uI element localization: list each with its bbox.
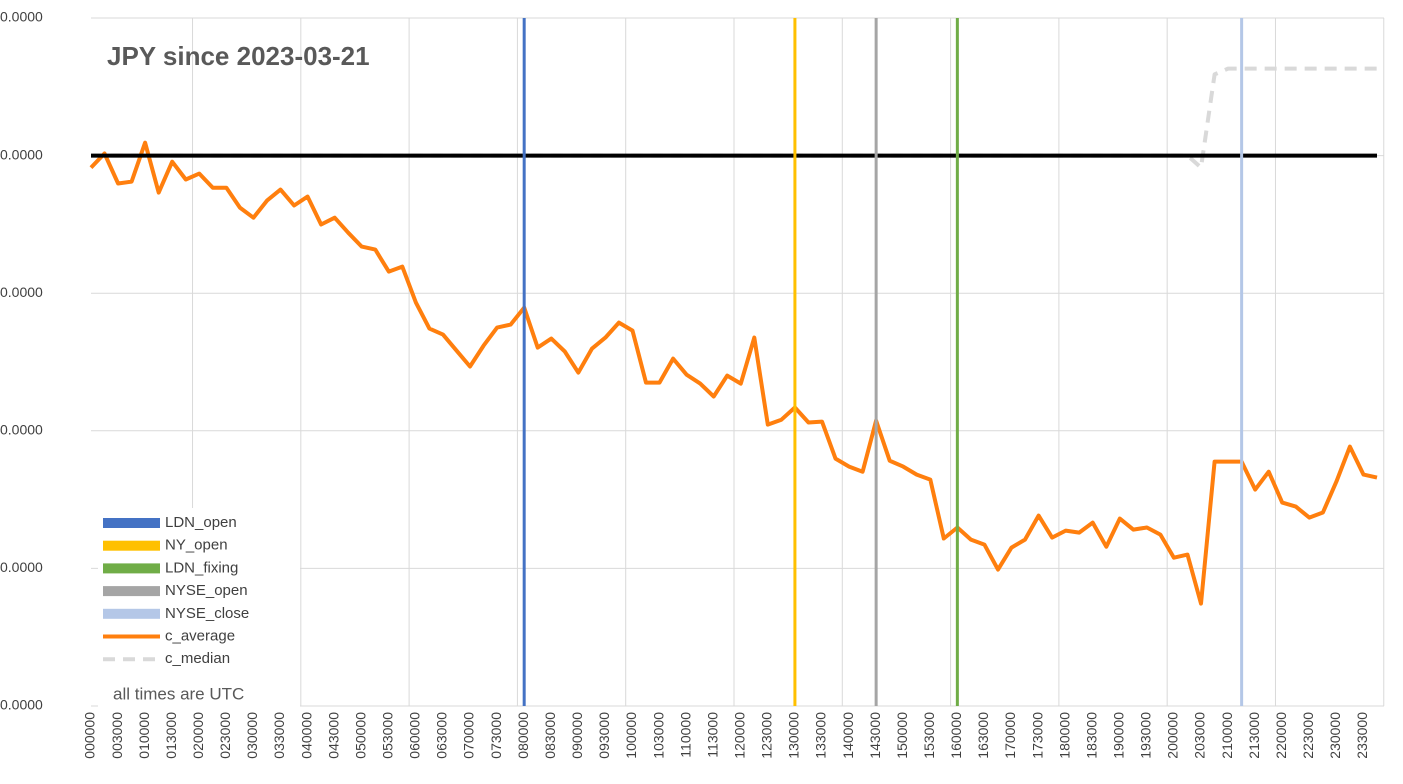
x-tick-label: 023000 <box>217 712 233 759</box>
x-tick-label: 170000 <box>1002 712 1018 759</box>
x-tick-label: 000000 <box>82 712 98 759</box>
x-tick-label: 153000 <box>921 712 937 759</box>
x-tick-label: 203000 <box>1192 712 1208 759</box>
x-tick-label: 070000 <box>461 712 477 759</box>
y-tick-label: 0.0000 <box>0 284 43 300</box>
x-tick-label: 123000 <box>759 712 775 759</box>
x-tick-label: 030000 <box>244 712 260 759</box>
x-tick-label: 110000 <box>677 712 693 758</box>
x-tick-label: 060000 <box>407 712 423 759</box>
x-tick-label: 050000 <box>352 712 368 759</box>
x-tick-label: 210000 <box>1219 712 1235 759</box>
x-tick-label: 223000 <box>1300 712 1316 759</box>
x-tick-label: 173000 <box>1029 712 1045 759</box>
x-tick-label: 163000 <box>975 712 991 759</box>
legend-swatch <box>103 540 160 551</box>
legend-swatch <box>103 563 160 574</box>
x-tick-label: 093000 <box>596 712 612 759</box>
legend-label: LDN_fixing <box>165 559 238 576</box>
x-tick-label: 083000 <box>542 712 558 759</box>
x-tick-label: 200000 <box>1165 712 1181 759</box>
x-tick-label: 143000 <box>867 712 883 759</box>
x-tick-label: 090000 <box>569 712 585 759</box>
x-tick-label: 113000 <box>704 712 720 758</box>
x-tick-label: 043000 <box>325 712 341 759</box>
x-tick-label: 003000 <box>109 712 125 759</box>
legend-label: NYSE_close <box>165 605 249 622</box>
x-tick-label: 130000 <box>786 712 802 759</box>
annotation: all times are UTC <box>113 684 244 703</box>
x-tick-label: 020000 <box>190 712 206 759</box>
x-tick-label: 040000 <box>298 712 314 759</box>
marker-bar <box>1240 18 1244 706</box>
chart-title: JPY since 2023-03-21 <box>107 41 370 71</box>
x-tick-label: 120000 <box>731 712 747 759</box>
x-tick-label: 063000 <box>434 712 450 759</box>
y-tick-label: 0.0000 <box>0 9 43 25</box>
x-tick-label: 183000 <box>1083 712 1099 759</box>
legend-swatch <box>103 586 160 597</box>
x-tick-label: 100000 <box>623 712 639 759</box>
x-tick-label: 073000 <box>488 712 504 759</box>
legend-swatch <box>103 518 160 528</box>
y-tick-label: 0.0000 <box>0 422 43 438</box>
marker-bar <box>522 18 526 706</box>
x-tick-label: 013000 <box>163 712 179 759</box>
x-tick-label: 220000 <box>1273 712 1289 759</box>
legend-label: NYSE_open <box>165 582 248 599</box>
x-tick-label: 053000 <box>380 712 396 759</box>
x-tick-label: 193000 <box>1138 712 1154 759</box>
legend-label: LDN_open <box>165 514 237 531</box>
legend-swatch <box>103 608 160 619</box>
y-tick-label: 0.0000 <box>0 559 43 575</box>
marker-bar <box>955 18 959 706</box>
x-tick-label: 160000 <box>948 712 964 759</box>
x-tick-label: 150000 <box>894 712 910 759</box>
x-tick-label: 233000 <box>1354 712 1370 759</box>
legend-label: c_median <box>165 650 230 667</box>
marker-bar <box>874 18 878 706</box>
y-tick-label: 0.0000 <box>0 697 43 713</box>
legend-label: NY_open <box>165 537 228 554</box>
x-tick-label: 213000 <box>1246 712 1262 759</box>
x-tick-label: 190000 <box>1111 712 1127 759</box>
x-tick-label: 033000 <box>271 712 287 759</box>
x-tick-label: 103000 <box>650 712 666 759</box>
x-tick-label: 010000 <box>136 712 152 759</box>
marker-bar <box>793 18 797 706</box>
x-tick-label: 180000 <box>1056 712 1072 759</box>
series-line <box>89 140 1378 606</box>
x-tick-label: 140000 <box>840 712 856 759</box>
x-tick-label: 080000 <box>515 712 531 759</box>
x-tick-label: 230000 <box>1327 712 1343 759</box>
legend-label: c_average <box>165 627 235 644</box>
x-tick-label: 133000 <box>813 712 829 759</box>
y-tick-label: 0.0000 <box>0 146 43 162</box>
